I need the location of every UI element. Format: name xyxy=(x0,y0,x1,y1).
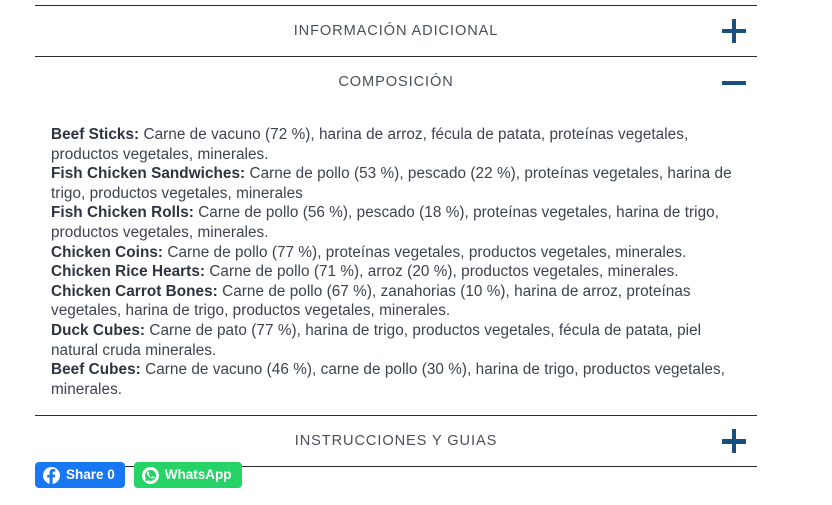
list-item: Chicken Rice Hearts: Carne de pollo (71 … xyxy=(51,262,743,282)
composition-item-name: Beef Cubes: xyxy=(51,361,141,379)
composition-list: Beef Sticks: Carne de vacuno (72 %), har… xyxy=(51,125,743,399)
composition-item-name: Duck Cubes: xyxy=(51,321,146,339)
whatsapp-icon xyxy=(141,466,159,484)
plus-icon[interactable] xyxy=(721,18,747,44)
accordion-panel-composicion: Beef Sticks: Carne de vacuno (72 %), har… xyxy=(35,107,757,415)
minus-icon[interactable] xyxy=(721,69,747,95)
list-item: Beef Sticks: Carne de vacuno (72 %), har… xyxy=(51,125,743,164)
whatsapp-share-button[interactable]: WhatsApp xyxy=(133,462,242,488)
composition-item-text: Carne de pollo (67 %), zanahorias (10 %)… xyxy=(51,282,691,320)
list-item: Chicken Coins: Carne de pollo (77 %), pr… xyxy=(51,243,743,263)
composition-item-text: Carne de pollo (77 %), proteínas vegetal… xyxy=(163,243,687,261)
product-accordion: INFORMACIÓN ADICIONAL COMPOSICIÓN Beef S… xyxy=(35,5,757,468)
list-item: Beef Cubes: Carne de vacuno (46 %), carn… xyxy=(51,360,743,399)
accordion-title-instrucciones-y-guias: INSTRUCCIONES Y GUIAS xyxy=(294,433,498,450)
list-item: Chicken Carrot Bones: Carne de pollo (67… xyxy=(51,282,743,321)
accordion-header-composicion[interactable]: COMPOSICIÓN xyxy=(35,56,757,107)
composition-item-text: Carne de pato (77 %), harina de trigo, p… xyxy=(51,321,702,359)
composition-item-text: Carne de pollo (56 %), pescado (18 %), p… xyxy=(51,204,719,241)
accordion-title-informacion-adicional: INFORMACIÓN ADICIONAL xyxy=(293,22,499,39)
social-share-row: Share 0 WhatsApp xyxy=(35,462,242,488)
plus-icon[interactable] xyxy=(721,428,747,454)
facebook-share-label: Share 0 xyxy=(66,467,115,483)
composition-item-name: Fish Chicken Sandwiches: xyxy=(51,165,246,183)
accordion-header-instrucciones-y-guias[interactable]: INSTRUCCIONES Y GUIAS xyxy=(35,415,757,466)
facebook-share-button[interactable]: Share 0 xyxy=(35,462,125,488)
list-item: Fish Chicken Rolls: Carne de pollo (56 %… xyxy=(51,203,743,242)
list-item: Duck Cubes: Carne de pato (77 %), harina… xyxy=(51,321,743,360)
accordion-header-informacion-adicional[interactable]: INFORMACIÓN ADICIONAL xyxy=(35,5,757,56)
facebook-icon xyxy=(43,466,60,484)
accordion-bottom-divider xyxy=(35,466,757,468)
composition-item-name: Chicken Rice Hearts: xyxy=(51,263,206,281)
composition-item-text: Carne de vacuno (46 %), carne de pollo (… xyxy=(51,361,725,398)
composition-item-name: Fish Chicken Rolls: xyxy=(51,204,194,222)
composition-item-text: Carne de pollo (53 %), pescado (22 %), p… xyxy=(51,165,732,202)
composition-item-text: Carne de pollo (71 %), arroz (20 %), pro… xyxy=(205,263,679,281)
list-item: Fish Chicken Sandwiches: Carne de pollo … xyxy=(51,164,743,203)
composition-item-name: Chicken Carrot Bones: xyxy=(51,282,218,300)
composition-item-text: Carne de vacuno (72 %), harina de arroz,… xyxy=(51,126,689,163)
composition-item-name: Chicken Coins: xyxy=(51,243,164,261)
composition-item-name: Beef Sticks: xyxy=(51,126,140,143)
accordion-title-composicion: COMPOSICIÓN xyxy=(338,73,454,90)
whatsapp-share-label: WhatsApp xyxy=(164,467,232,483)
